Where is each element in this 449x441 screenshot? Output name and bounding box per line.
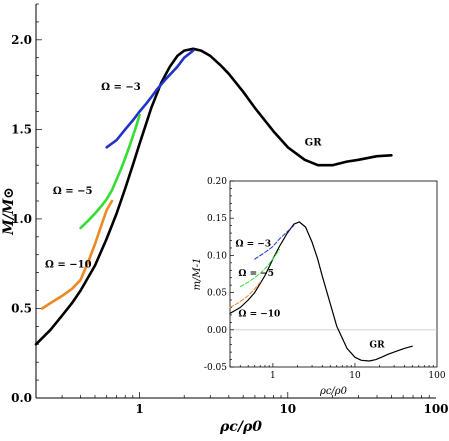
inset-annotation: GR [369,341,385,351]
inset-x-tick-label: 1 [270,371,276,381]
main-annotation: Ω = −5 [53,186,93,197]
inset-series-gr [229,221,413,362]
main-annotation: GR [305,137,323,148]
inset-annotation: Ω = −3 [235,239,271,249]
main-y-tick-label: 0.5 [11,301,32,315]
inset-series-branch-3 [229,281,261,308]
main-annotation: Ω = −3 [101,82,141,93]
inset-y-tick-label: 0.05 [207,289,227,299]
inset-y-tick-label: 0.00 [207,326,227,336]
inset-y-tick-label: 0.15 [207,214,227,224]
main-y-axis-title: M/M⊙ [1,187,17,236]
inset-chart: 1 10 100 -0.05 0.00 0.05 0.10 0.15 0.20 ρc/ρ0 m/M-… [192,177,446,397]
main-chart: 1 10 100 0.0 0.5 1.0 1.5 2.0 ρc/ρ0 M/M⊙ Ω = −3 Ω = … [1,3,449,435]
main-x-tick-label: 10 [279,402,296,416]
inset-annotation: Ω = −5 [238,269,274,279]
inset-x-tick-label: 100 [428,371,445,381]
main-y-tick-label: 1.5 [11,122,32,136]
inset-y-tick-label: -0.05 [204,363,227,373]
main-series-gr [34,47,393,346]
main-x-tick-label: 1 [135,402,143,416]
inset-annotation: Ω = −10 [238,309,280,319]
inset-series-branch-2 [239,248,280,288]
main-y-tick-label: 0.0 [11,391,32,405]
inset-y-tick-label: 0.10 [207,251,227,261]
inset-series-branch-1 [254,225,295,260]
inset-frame [229,180,438,368]
main-series-branch-2 [79,113,141,230]
inset-x-tick-label: 10 [349,371,361,381]
main-x-tick-label: 100 [423,402,448,416]
main-annotation: Ω = −10 [45,259,92,270]
main-series-branch-1 [105,49,195,149]
main-x-axis-title: ρc/ρ0 [219,419,262,435]
main-series-branch-3 [40,199,114,310]
main-y-tick-label: 2.0 [11,33,32,47]
inset-x-axis-title: ρc/ρ0 [319,386,348,397]
inset-y-axis-title: m/M-1 [192,258,203,291]
main-y-tick-label: 1.0 [11,212,32,226]
inset-y-tick-label: 0.20 [207,177,227,187]
